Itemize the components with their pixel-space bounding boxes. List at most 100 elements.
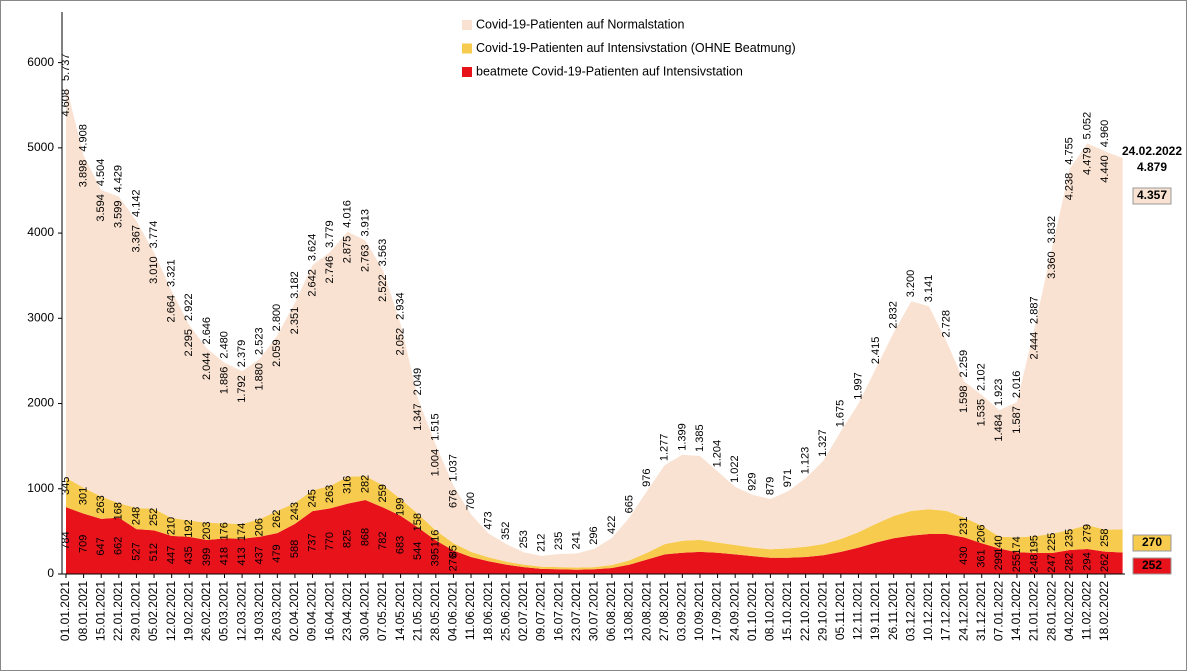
x-tick-label: 01.01.2021 [58,581,72,641]
x-tick-label: 19.03.2021 [252,581,266,641]
total-label: 700 [465,492,477,510]
data-label: 195 [1028,535,1040,553]
data-label: 709 [78,535,90,553]
total-label: 296 [588,526,600,544]
x-tick-label: 08.10.2021 [763,581,777,641]
total-label: 971 [782,469,794,487]
total-label: 3.913 [359,209,371,237]
legend-label: beatmete Covid-19-Patienten auf Intensiv… [476,64,743,78]
data-label: 784 [60,531,72,549]
x-tick-label: 26.03.2021 [269,581,283,641]
total-label: 1.327 [817,429,829,457]
data-label: 168 [113,502,125,520]
data-label: 413 [236,547,248,565]
data-label: 588 [289,540,301,558]
total-label: 2.259 [958,350,970,378]
data-label: 3.367 [130,225,142,253]
x-tick-label: 25.06.2021 [498,581,512,641]
data-label: 2.044 [201,352,213,380]
y-tick-label: 5000 [27,140,54,154]
data-label: 2.746 [324,256,336,284]
total-label: 1.385 [694,424,706,452]
total-label: 3.779 [324,220,336,248]
total-label: 665 [623,495,635,513]
total-label: 2.102 [976,363,988,391]
data-label: 2.052 [394,328,406,356]
total-label: 212 [535,534,547,552]
data-label: 316 [342,476,354,494]
data-label: 3.594 [95,194,107,222]
data-label: 206 [976,524,988,542]
data-label: 2.875 [342,236,354,264]
total-label: 976 [641,468,653,486]
x-tick-label: 03.12.2021 [903,581,917,641]
x-tick-label: 12.11.2021 [851,581,865,640]
total-label: 2.922 [183,293,195,321]
data-label: 247 [1046,554,1058,572]
data-label: 2.522 [377,274,389,302]
data-label: 192 [183,519,195,537]
x-tick-label: 18.02.2022 [1097,581,1111,641]
total-label: 3.832 [1046,216,1058,244]
data-label: 258 [1099,529,1111,547]
data-label: 262 [1099,554,1111,572]
data-label: 4.608 [60,89,72,117]
total-label: 2.480 [218,331,230,359]
x-tick-label: 11.02.2022 [1080,581,1094,640]
data-label: 203 [201,522,213,540]
data-label: 770 [324,532,336,550]
x-tick-label: 27.08.2021 [657,581,671,641]
x-tick-label: 22.10.2021 [798,581,812,641]
data-label: 399 [201,548,213,566]
data-label: 255 [1011,554,1023,572]
x-tick-label: 30.04.2021 [358,581,372,641]
total-label: 1.204 [711,440,723,468]
x-tick-label: 24.09.2021 [727,581,741,641]
x-tick-label: 28.01.2022 [1044,581,1058,641]
data-label: 1.598 [958,385,970,413]
total-label: 5.737 [60,53,72,81]
total-label: 4.755 [1064,137,1076,165]
x-tick-label: 14.01.2022 [1009,581,1023,641]
data-label: 1.484 [993,414,1005,442]
x-tick-label: 26.02.2021 [199,581,213,641]
data-label: 544 [412,542,424,560]
x-tick-label: 28.05.2021 [428,581,442,641]
total-label: 3.141 [923,275,935,303]
data-label: 262 [271,510,283,528]
data-label: 231 [958,516,970,534]
data-label: 1.535 [976,399,988,427]
total-label: 4.960 [1099,120,1111,148]
total-label: 473 [483,511,495,529]
data-label: 1.886 [218,367,230,395]
area [66,85,1123,568]
data-label: 4.479 [1081,147,1093,175]
x-tick-label: 17.09.2021 [710,581,724,641]
data-label: 206 [254,518,266,536]
total-label: 1.277 [659,434,671,462]
data-label: 361 [976,549,988,567]
data-label: 1.587 [1011,406,1023,434]
total-label: 879 [764,477,776,495]
total-label: 3.321 [166,259,178,287]
data-label: 512 [148,543,160,561]
x-tick-label: 16.07.2021 [551,581,565,641]
legend-label: Covid-19-Patienten auf Intensivstation (… [476,41,796,55]
x-tick-label: 10.12.2021 [921,581,935,641]
x-tick-label: 31.12.2021 [974,581,988,641]
y-tick-label: 3000 [27,310,54,324]
x-tick-label: 15.01.2021 [93,581,107,641]
data-label: 868 [359,528,371,546]
date-annotation: 24.02.2022 [1122,144,1182,158]
data-label: 294 [1081,552,1093,570]
x-tick-label: 09.07.2021 [534,581,548,641]
x-tick-label: 04.02.2022 [1062,581,1076,641]
y-tick-label: 6000 [27,55,54,69]
x-tick-label: 16.04.2021 [322,581,336,641]
data-label: 683 [394,536,406,554]
box-label: 252 [1142,558,1162,572]
x-tick-label: 03.09.2021 [675,581,689,641]
x-tick-label: 10.09.2021 [692,581,706,641]
total-label: 2.415 [870,337,882,365]
total-label: 1.675 [835,400,847,428]
